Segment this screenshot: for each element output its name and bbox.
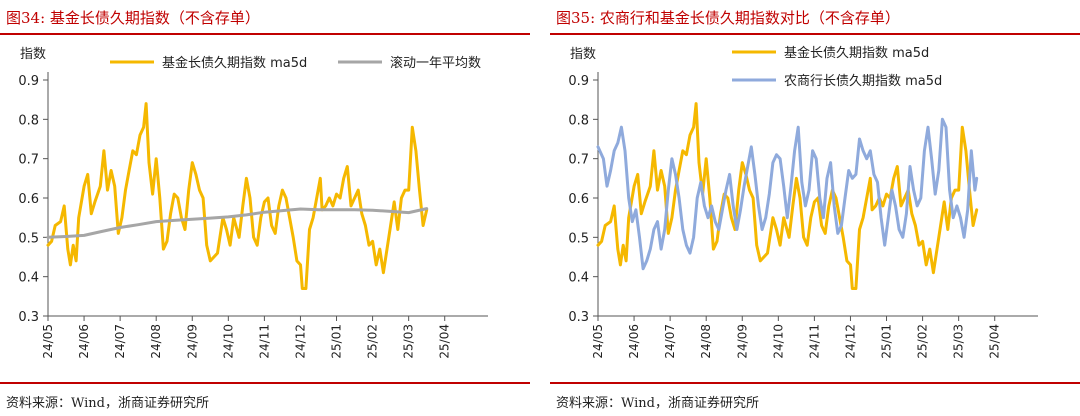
y-tick-label: 0.3 bbox=[18, 310, 39, 325]
y-tick-label: 0.4 bbox=[568, 271, 589, 286]
source-rule bbox=[0, 382, 530, 384]
y-axis-label: 指数 bbox=[20, 47, 46, 62]
title-rule bbox=[0, 33, 530, 35]
x-tick-label: 25/03 bbox=[402, 324, 416, 359]
x-tick-label: 24/09 bbox=[185, 324, 199, 359]
x-tick-label: 25/02 bbox=[366, 324, 380, 359]
x-tick-label: 25/01 bbox=[330, 324, 344, 359]
y-tick-label: 0.6 bbox=[18, 192, 39, 207]
chart-35-svg: 指数 0.3 0.4 0.5 0.6 0.7 0.8 0.9 24/05 24/06 24/07 24… bbox=[568, 45, 1038, 359]
y-tick-label: 0.7 bbox=[18, 153, 39, 168]
figure-title: 图35: 农商行和基金长债久期指数对比（不含存单） bbox=[556, 9, 900, 27]
x-tick-label: 24/11 bbox=[807, 324, 821, 359]
x-tick-label: 24/07 bbox=[113, 324, 127, 359]
x-tick-label: 24/06 bbox=[77, 324, 91, 359]
x-tick-label: 24/05 bbox=[41, 324, 55, 359]
x-tick-label: 24/11 bbox=[257, 324, 271, 359]
x-tick-label: 25/03 bbox=[952, 324, 966, 359]
legend-label-2: 农商行长债久期指数 ma5d bbox=[784, 74, 942, 89]
y-axis-label: 指数 bbox=[570, 47, 596, 62]
legend-label-2: 滚动一年平均数 bbox=[390, 55, 481, 71]
x-tick-label: 24/07 bbox=[663, 324, 677, 359]
y-tick-label: 0.8 bbox=[18, 113, 39, 128]
x-tick-label: 24/12 bbox=[293, 324, 307, 359]
y-tick-label: 0.6 bbox=[568, 192, 589, 207]
y-tick-label: 0.5 bbox=[568, 231, 589, 246]
y-tick-label: 0.8 bbox=[568, 113, 589, 128]
x-tick-label: 25/01 bbox=[880, 324, 894, 359]
y-tick-label: 0.4 bbox=[18, 271, 39, 286]
x-tick-label: 24/09 bbox=[735, 324, 749, 359]
chart-34-svg: 指数 0.3 0.4 0.5 0.6 0.7 0.8 0.9 24/05 24/06 24/07 24… bbox=[18, 47, 488, 359]
title-rule bbox=[550, 33, 1080, 35]
x-tick-label: 25/02 bbox=[916, 324, 930, 359]
source-note: 资料来源：Wind，浙商证券研究所 bbox=[556, 396, 759, 411]
x-tick-label: 24/10 bbox=[771, 324, 785, 359]
x-tick-label: 24/05 bbox=[591, 324, 605, 359]
series-line-1 bbox=[596, 102, 979, 290]
x-tick-label: 24/10 bbox=[221, 324, 235, 359]
y-tick-label: 0.7 bbox=[568, 153, 589, 168]
x-tick-label: 25/04 bbox=[988, 324, 1002, 359]
figure-title: 图34: 基金长债久期指数（不含存单） bbox=[6, 9, 260, 27]
y-tick-label: 0.3 bbox=[568, 310, 589, 325]
y-tick-label: 0.5 bbox=[18, 231, 39, 246]
source-note: 资料来源：Wind，浙商证券研究所 bbox=[6, 396, 209, 411]
chart-panel-35: 图35: 农商行和基金长债久期指数对比（不含存单） 指数 0.3 0.4 0.5 0.6… bbox=[550, 0, 1080, 416]
x-tick-label: 24/12 bbox=[843, 324, 857, 359]
series-line-2 bbox=[46, 207, 429, 239]
series-line-1 bbox=[46, 102, 429, 290]
x-tick-label: 24/08 bbox=[149, 324, 163, 359]
legend-label-1: 基金长债久期指数 ma5d bbox=[162, 55, 307, 71]
chart-panel-34: 图34: 基金长债久期指数（不含存单） 指数 0.3 0.4 0.5 0.6 0.7 0.8… bbox=[0, 0, 530, 416]
y-tick-label: 0.9 bbox=[18, 74, 39, 89]
y-tick-label: 0.9 bbox=[568, 74, 589, 89]
series-line-2 bbox=[596, 117, 979, 271]
source-rule bbox=[550, 382, 1080, 384]
x-tick-label: 24/08 bbox=[699, 324, 713, 359]
legend-label-1: 基金长债久期指数 ma5d bbox=[784, 45, 929, 61]
x-tick-label: 25/04 bbox=[438, 324, 452, 359]
x-tick-label: 24/06 bbox=[627, 324, 641, 359]
